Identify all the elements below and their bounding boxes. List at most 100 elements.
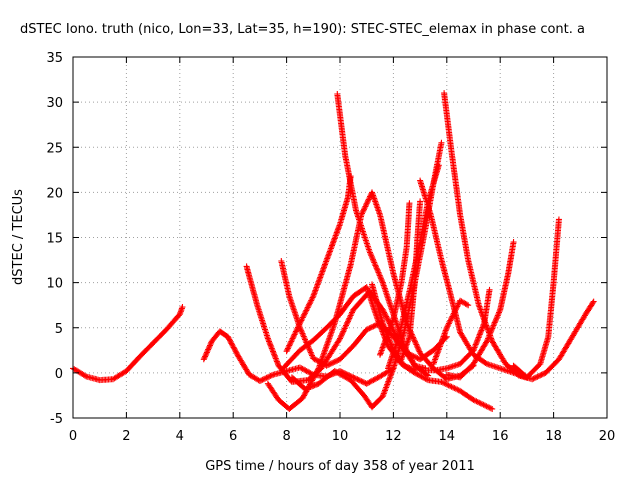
data-point-mark bbox=[582, 299, 596, 318]
data-point-mark bbox=[449, 153, 463, 217]
data-point-mark bbox=[331, 368, 353, 383]
data-point-mark bbox=[430, 141, 445, 187]
data-point-mark bbox=[254, 302, 271, 341]
data-point-mark bbox=[350, 327, 369, 349]
series-1 bbox=[70, 303, 186, 384]
data-point-mark bbox=[216, 328, 230, 339]
data-point-mark bbox=[435, 162, 442, 169]
data-point-mark bbox=[537, 335, 551, 367]
data-point-mark bbox=[481, 288, 493, 327]
y-tick-label: -5 bbox=[50, 412, 63, 427]
data-point-mark bbox=[395, 290, 413, 340]
data-point-mark bbox=[369, 281, 386, 325]
data-point-mark bbox=[398, 335, 412, 363]
data-point-mark bbox=[430, 163, 442, 187]
series-6 bbox=[280, 284, 496, 412]
data-marks bbox=[70, 90, 597, 412]
series-11 bbox=[377, 200, 413, 358]
x-axis-label: GPS time / hours of day 358 of year 2011 bbox=[205, 459, 475, 474]
data-point-mark bbox=[385, 335, 402, 372]
grid bbox=[73, 57, 607, 418]
data-point-mark bbox=[123, 354, 142, 375]
data-point-mark bbox=[235, 353, 252, 377]
data-point-mark bbox=[296, 364, 315, 377]
data-point-mark bbox=[486, 286, 493, 293]
data-point-mark bbox=[369, 394, 385, 411]
y-tick-label: 35 bbox=[46, 51, 63, 66]
data-point-mark bbox=[366, 248, 386, 285]
data-point-mark bbox=[377, 317, 396, 358]
data-point-mark bbox=[390, 281, 405, 322]
data-point-mark bbox=[275, 362, 294, 384]
x-tick-label: 6 bbox=[229, 429, 237, 444]
x-tick-label: 18 bbox=[545, 429, 562, 444]
data-point-mark bbox=[334, 91, 349, 158]
data-point-mark bbox=[417, 348, 436, 363]
data-point-mark bbox=[457, 211, 471, 262]
data-point-mark bbox=[457, 387, 476, 403]
x-tick-label: 16 bbox=[492, 429, 509, 444]
data-point-mark bbox=[542, 357, 561, 376]
data-point-mark bbox=[283, 321, 303, 355]
data-point-mark bbox=[470, 396, 494, 412]
x-tick-label: 14 bbox=[439, 429, 456, 444]
data-point-mark bbox=[243, 263, 260, 307]
data-point-mark bbox=[200, 339, 215, 363]
data-point-mark bbox=[545, 281, 557, 340]
y-tick-label: 15 bbox=[46, 232, 63, 247]
data-point-mark bbox=[438, 257, 455, 303]
data-point-mark bbox=[286, 396, 305, 412]
data-point-mark bbox=[315, 369, 337, 387]
data-point-mark bbox=[465, 257, 482, 307]
series-16 bbox=[430, 297, 472, 367]
data-point-mark bbox=[310, 355, 329, 368]
data-point-mark bbox=[403, 201, 413, 250]
y-tick-label: 25 bbox=[46, 141, 63, 156]
data-point-mark bbox=[353, 207, 372, 253]
series-19 bbox=[510, 216, 562, 381]
data-point-mark bbox=[502, 360, 521, 378]
data-point-mark bbox=[323, 312, 342, 331]
data-point-mark bbox=[379, 279, 396, 316]
data-point-mark bbox=[264, 335, 281, 368]
data-point-mark bbox=[347, 377, 366, 398]
data-point-mark bbox=[438, 139, 445, 146]
data-point-mark bbox=[417, 177, 434, 217]
data-point-mark bbox=[350, 374, 369, 387]
data-point-mark bbox=[590, 298, 597, 305]
data-point-mark bbox=[310, 258, 330, 300]
data-point-mark bbox=[483, 308, 503, 345]
x-tick-label: 10 bbox=[332, 429, 349, 444]
x-tick-label: 2 bbox=[122, 429, 130, 444]
data-point-mark bbox=[280, 348, 302, 371]
data-point-mark bbox=[555, 335, 575, 363]
data-point-mark bbox=[347, 213, 364, 268]
data-point-mark bbox=[363, 284, 380, 321]
data-point-mark bbox=[505, 240, 517, 277]
x-tick-label: 8 bbox=[282, 429, 290, 444]
data-point-mark bbox=[470, 321, 487, 354]
data-point-mark bbox=[377, 211, 396, 276]
data-point-mark bbox=[83, 373, 102, 383]
data-point-mark bbox=[406, 281, 418, 340]
data-point-mark bbox=[278, 258, 292, 298]
series-17 bbox=[441, 90, 597, 383]
data-point-mark bbox=[288, 374, 308, 392]
data-point-mark bbox=[337, 308, 356, 342]
data-point-mark bbox=[550, 218, 562, 286]
series-13 bbox=[398, 198, 424, 363]
axis-ticks: 0 2 4 6 8 10 12 14 16 18 20 -5 0 5 10 15 20 25 30 35 bbox=[46, 51, 615, 444]
x-tick-label: 4 bbox=[176, 429, 184, 444]
data-point-mark bbox=[465, 302, 472, 309]
data-point-mark bbox=[337, 343, 356, 363]
data-point-mark bbox=[411, 367, 418, 374]
y-tick-label: 5 bbox=[55, 322, 63, 337]
data-point-mark bbox=[417, 198, 424, 205]
series-2 bbox=[200, 328, 397, 387]
data-point-mark bbox=[457, 297, 470, 308]
data-point-mark bbox=[430, 326, 450, 367]
data-point-mark bbox=[401, 362, 417, 373]
y-tick-label: 20 bbox=[46, 186, 63, 201]
data-point-mark bbox=[379, 366, 396, 400]
